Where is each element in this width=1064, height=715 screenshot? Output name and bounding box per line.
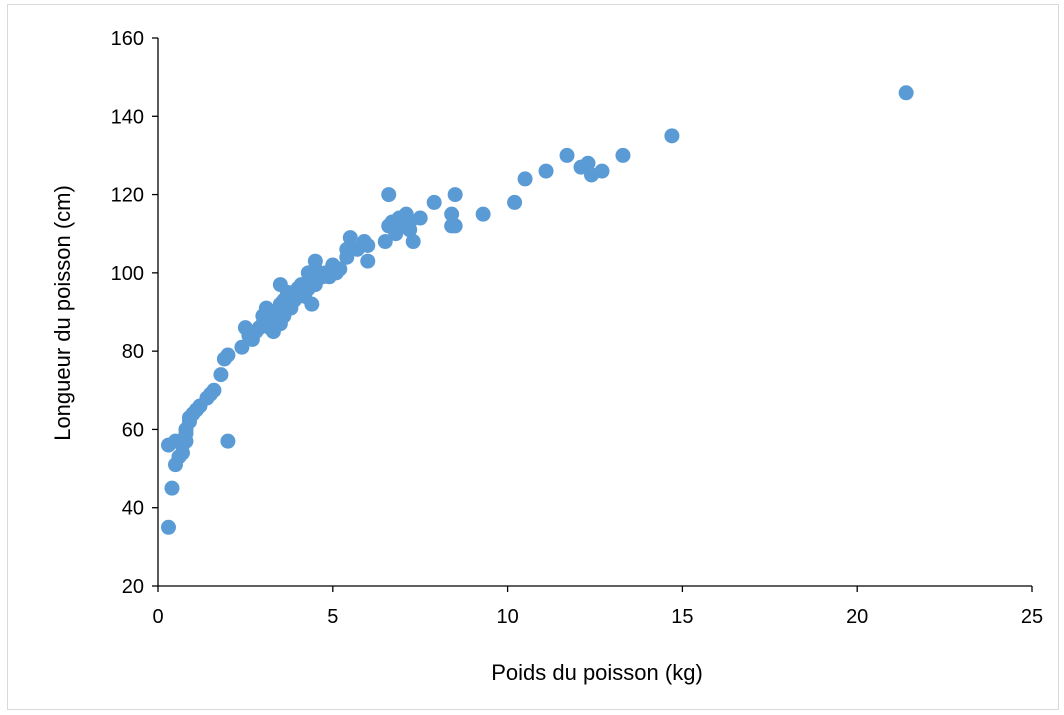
data-point xyxy=(426,194,442,210)
y-axis-title: Longueur du poisson (cm) xyxy=(50,185,75,441)
data-point xyxy=(220,433,236,449)
x-tick-label: 5 xyxy=(327,606,338,628)
data-point xyxy=(342,230,358,246)
chart-frame xyxy=(7,4,1059,710)
y-tick-label: 140 xyxy=(111,106,144,128)
data-point xyxy=(447,187,463,203)
data-points xyxy=(160,85,914,535)
data-point xyxy=(213,367,229,383)
data-point xyxy=(381,187,397,203)
y-tick-label: 120 xyxy=(111,185,144,207)
y-tick-label: 40 xyxy=(122,498,144,520)
data-point xyxy=(360,253,376,269)
data-point xyxy=(412,210,428,226)
y-tick-label: 160 xyxy=(111,28,144,50)
data-point xyxy=(559,147,575,163)
x-axis-title: Poids du poisson (kg) xyxy=(491,660,703,685)
y-tick-label: 100 xyxy=(111,263,144,285)
y-tick-label: 20 xyxy=(122,576,144,598)
data-point xyxy=(160,519,176,535)
data-point xyxy=(206,382,222,398)
data-point xyxy=(339,241,355,257)
x-tick-label: 20 xyxy=(846,606,868,628)
data-point xyxy=(898,85,914,101)
data-point xyxy=(475,206,491,222)
data-point xyxy=(164,480,180,496)
data-point xyxy=(304,296,320,312)
x-tick-label: 25 xyxy=(1021,606,1043,628)
data-point xyxy=(405,234,421,250)
y-tick-label: 60 xyxy=(122,419,144,441)
data-point xyxy=(377,234,393,250)
data-point xyxy=(664,128,680,144)
data-point xyxy=(234,339,250,355)
data-point xyxy=(360,237,376,253)
data-point xyxy=(447,218,463,234)
x-tick-label: 15 xyxy=(671,606,693,628)
data-point xyxy=(615,147,631,163)
data-point xyxy=(517,171,533,187)
data-point xyxy=(444,206,460,222)
data-point xyxy=(402,222,418,238)
y-tick-label: 80 xyxy=(122,341,144,363)
axes: 20 40 60 80 100 120 140 160 0 5 10 15 20 25 xyxy=(111,28,1044,628)
x-tick-label: 0 xyxy=(152,606,163,628)
data-point xyxy=(507,194,523,210)
data-point xyxy=(580,155,596,171)
data-point xyxy=(594,163,610,179)
data-point xyxy=(220,347,236,363)
x-tick-label: 10 xyxy=(496,606,518,628)
data-point xyxy=(332,261,348,277)
data-point xyxy=(538,163,554,179)
